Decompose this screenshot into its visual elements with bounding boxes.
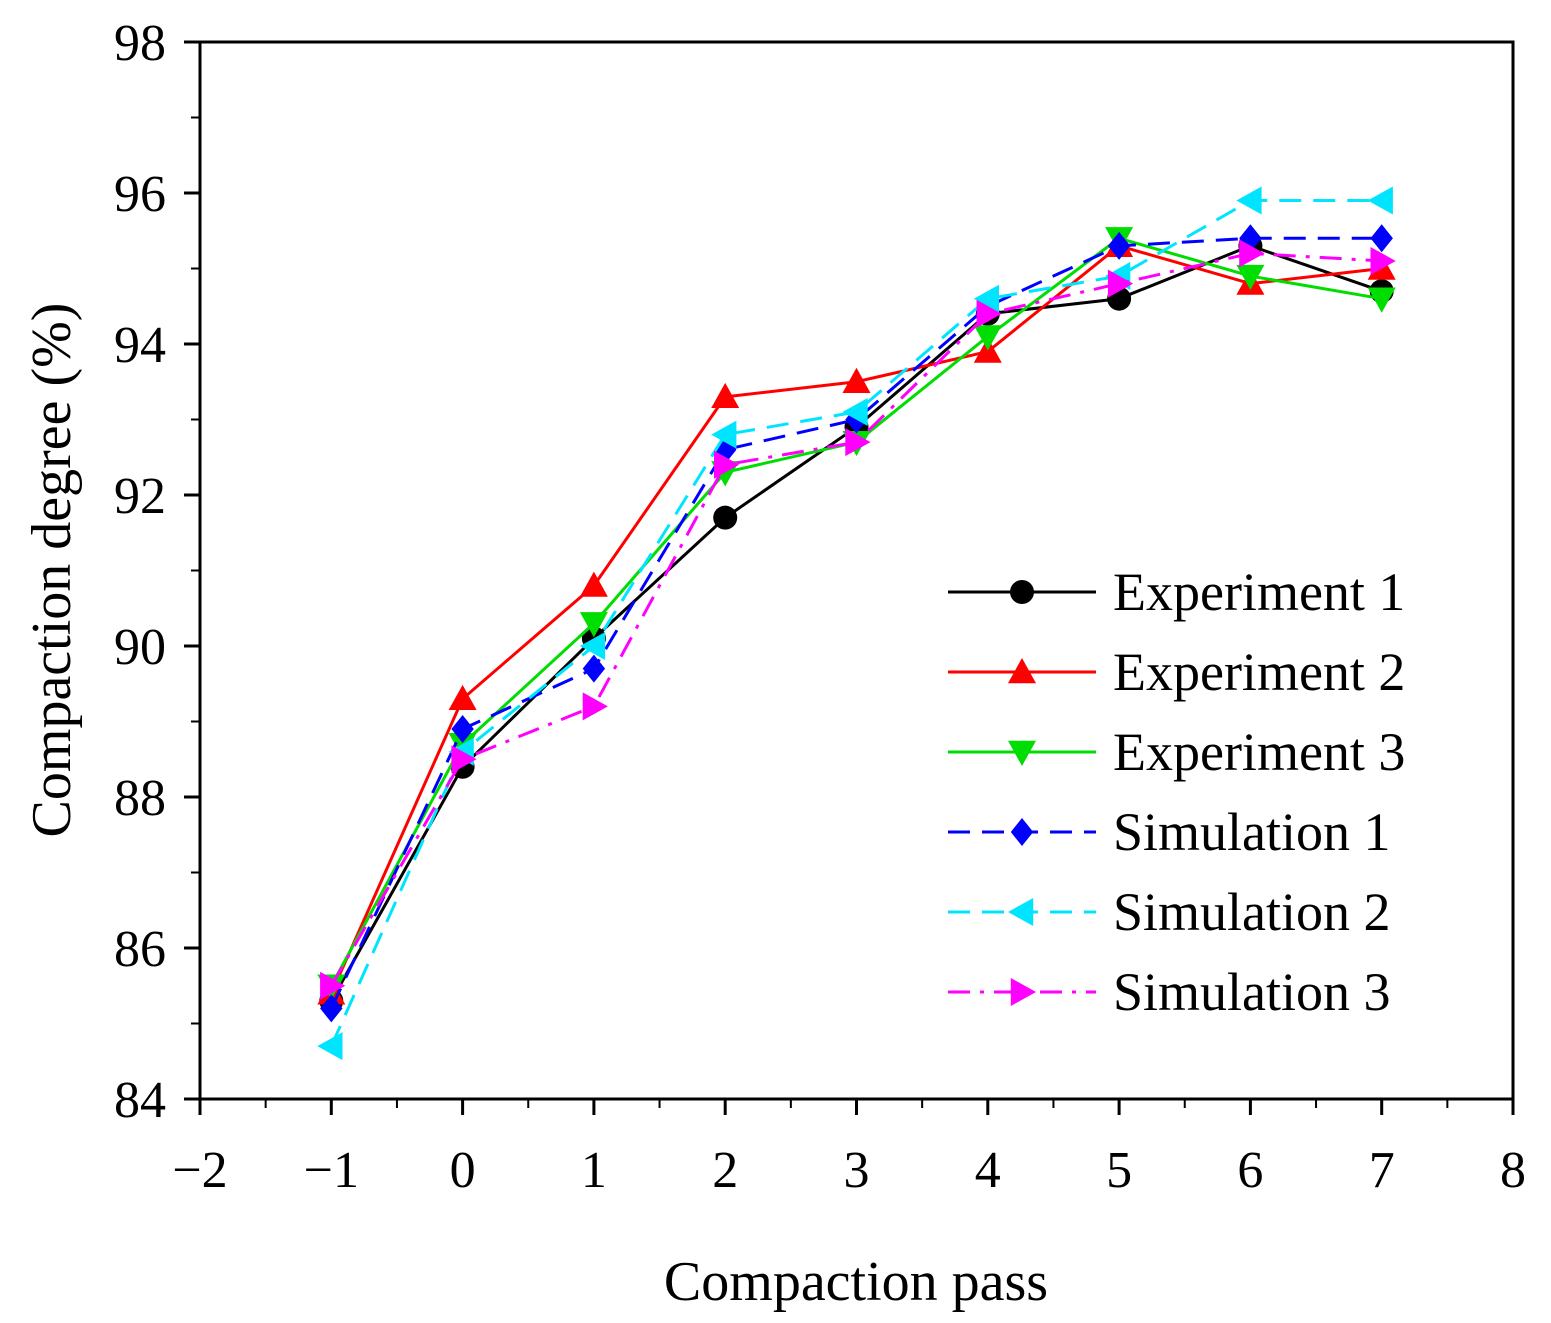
data-point-simulation-3 xyxy=(320,971,346,1000)
data-point-simulation-1 xyxy=(1239,224,1262,253)
data-point-simulation-1 xyxy=(714,435,737,464)
data-point-experiment-3 xyxy=(579,612,608,638)
legend-marker xyxy=(1008,898,1034,926)
plot-frame xyxy=(198,40,1515,1101)
data-point-experiment-2 xyxy=(711,382,740,409)
data-point-simulation-3 xyxy=(1239,239,1265,268)
x-tick-label: 7 xyxy=(1369,1142,1395,1199)
data-point-simulation-3 xyxy=(582,692,608,721)
legend-item-simulation-3: Simulation 3 xyxy=(948,962,1391,1022)
data-point-simulation-2 xyxy=(1367,186,1393,215)
x-tick-label: 0 xyxy=(450,1142,476,1199)
legend-item-experiment-2: Experiment 2 xyxy=(948,642,1405,702)
data-point-experiment-2 xyxy=(448,684,477,711)
x-tick-label: 2 xyxy=(712,1142,738,1199)
y-tick-label: 90 xyxy=(114,619,166,676)
data-point-experiment-2 xyxy=(579,571,608,597)
data-point-simulation-3 xyxy=(1107,269,1134,298)
y-tick-labels: 84 86 88 90 92 94 96 98 xyxy=(114,15,166,1129)
series-line-simulation-3 xyxy=(330,251,1382,987)
legend: Experiment 1 Experiment 2 Experiment 3 Simu… xyxy=(948,562,1405,1022)
data-point-simulation-1 xyxy=(320,994,343,1023)
x-axis-title: Compaction pass xyxy=(664,1251,1048,1313)
y-tick-label: 98 xyxy=(114,15,166,72)
x-tick-label: −1 xyxy=(304,1142,359,1199)
legend-marker xyxy=(1010,978,1036,1006)
data-point-simulation-2 xyxy=(973,284,999,313)
data-point-simulation-1 xyxy=(582,654,606,683)
x-tick-label: 5 xyxy=(1106,1142,1132,1199)
series-simulation-3 xyxy=(320,239,1396,1000)
x-tick-label: 4 xyxy=(975,1142,1001,1199)
data-point-simulation-3 xyxy=(1370,246,1396,275)
data-point-experiment-3 xyxy=(1367,287,1396,313)
y-tick-label: 96 xyxy=(114,166,166,223)
data-point-simulation-3 xyxy=(451,745,477,774)
data-point-simulation-2 xyxy=(1236,186,1262,215)
x-tick-label: 3 xyxy=(844,1142,870,1199)
legend-marker xyxy=(1010,580,1034,604)
x-tick-label: 6 xyxy=(1237,1142,1263,1199)
x-tick-label: 8 xyxy=(1500,1142,1526,1199)
data-point-experiment-3 xyxy=(973,325,1002,351)
y-axis-title: Compaction degree (%) xyxy=(21,303,83,838)
data-point-experiment-1 xyxy=(713,505,738,530)
data-point-simulation-2 xyxy=(579,632,606,660)
data-point-simulation-3 xyxy=(976,299,1002,328)
legend-label: Experiment 2 xyxy=(1113,642,1405,702)
data-point-simulation-3 xyxy=(845,428,871,457)
data-point-experiment-2 xyxy=(842,367,871,393)
series-line-simulation-2 xyxy=(329,199,1382,1047)
legend-marker xyxy=(1008,740,1036,766)
legend-label: Simulation 3 xyxy=(1113,962,1391,1022)
legend-label: Simulation 1 xyxy=(1113,802,1391,862)
data-point-simulation-3 xyxy=(714,450,740,479)
legend-label: Simulation 2 xyxy=(1113,882,1391,942)
y-tick-label: 92 xyxy=(114,468,166,525)
data-point-simulation-2 xyxy=(711,420,737,449)
x-tick-label: −2 xyxy=(172,1142,227,1199)
y-tick-label: 86 xyxy=(114,921,166,978)
legend-item-experiment-1: Experiment 1 xyxy=(948,562,1405,622)
data-point-simulation-2 xyxy=(317,1032,343,1061)
data-point-simulation-1 xyxy=(1370,224,1393,253)
legend-marker xyxy=(1010,818,1034,846)
y-tick-label: 88 xyxy=(114,770,166,827)
legend-item-simulation-1: Simulation 1 xyxy=(948,802,1391,862)
data-point-simulation-1 xyxy=(451,715,474,744)
y-tick-label: 94 xyxy=(114,317,166,374)
y-tick-label: 84 xyxy=(114,1072,166,1129)
x-tick-labels: −2 −1 0 1 2 3 4 5 6 7 8 xyxy=(172,1142,1526,1199)
legend-item-simulation-2: Simulation 2 xyxy=(948,882,1391,942)
series-group xyxy=(317,186,1396,1061)
series-line-simulation-1 xyxy=(329,236,1382,1010)
legend-item-experiment-3: Experiment 3 xyxy=(948,722,1405,782)
legend-marker xyxy=(1008,658,1036,684)
data-point-experiment-3 xyxy=(1236,264,1265,291)
legend-label: Experiment 1 xyxy=(1113,562,1405,622)
x-tick-label: 1 xyxy=(581,1142,607,1199)
data-point-simulation-2 xyxy=(842,397,868,426)
data-point-simulation-1 xyxy=(1107,231,1131,260)
legend-label: Experiment 3 xyxy=(1113,722,1405,782)
